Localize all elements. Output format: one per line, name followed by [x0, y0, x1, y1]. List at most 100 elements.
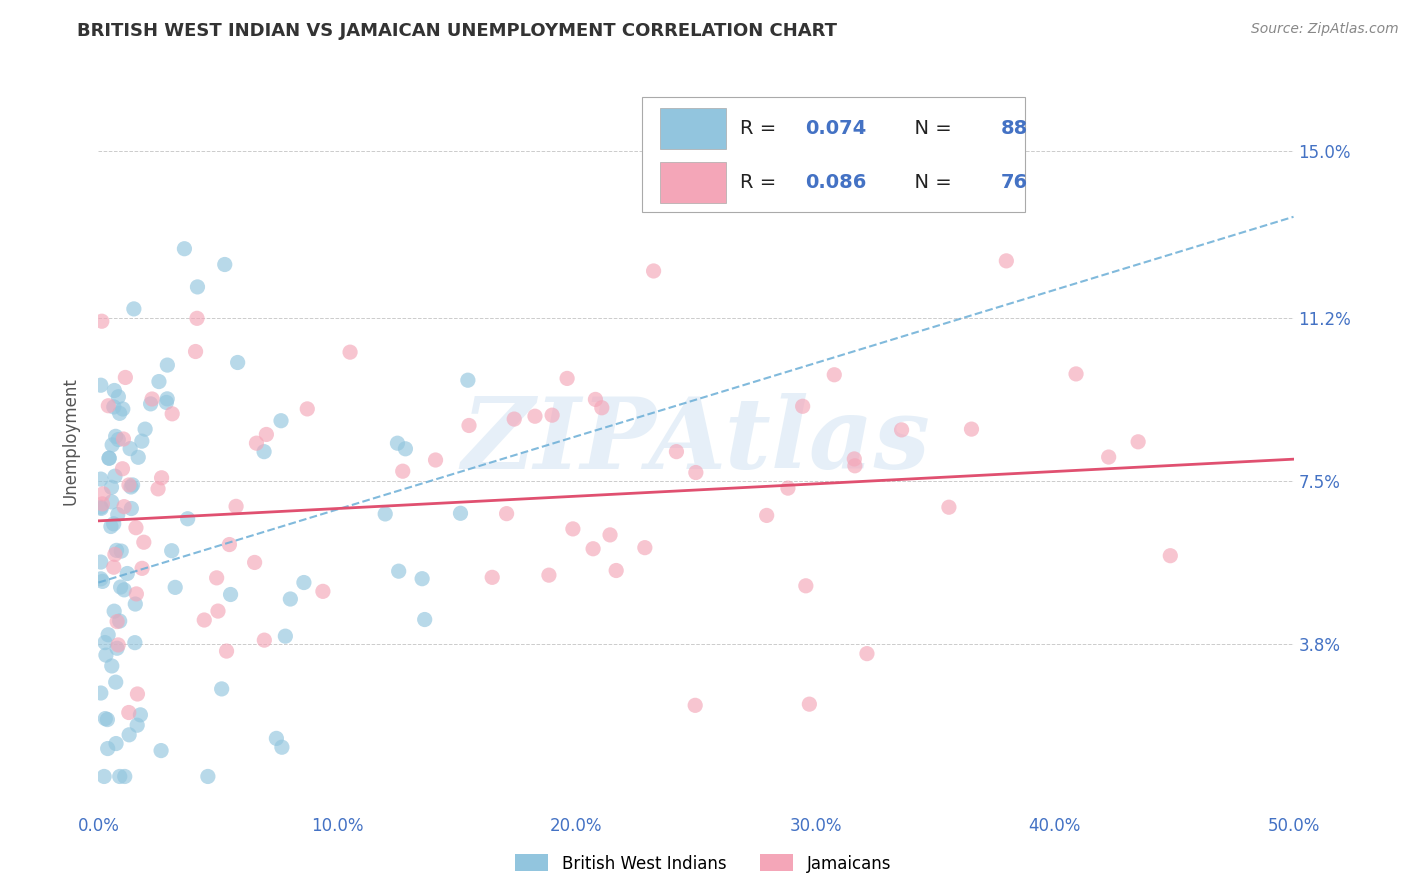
Point — [312, 584, 335, 599]
Text: ZIPAtlas: ZIPAtlas — [461, 393, 931, 490]
Point — [94, 712, 117, 726]
Point — [243, 556, 266, 570]
Point — [683, 698, 706, 713]
Point — [127, 718, 149, 732]
Point — [537, 568, 560, 582]
Point — [458, 418, 481, 433]
FancyBboxPatch shape — [661, 162, 725, 202]
Point — [103, 400, 125, 414]
Point — [97, 741, 120, 756]
Point — [103, 384, 125, 398]
Y-axis label: Unemployment: Unemployment — [62, 377, 80, 506]
Text: 88: 88 — [1001, 119, 1028, 138]
Point — [96, 713, 118, 727]
Point — [100, 519, 122, 533]
Point — [90, 378, 112, 392]
FancyBboxPatch shape — [661, 108, 725, 149]
Point — [495, 507, 517, 521]
Point — [388, 564, 411, 578]
Text: N =: N = — [901, 119, 957, 138]
Point — [205, 571, 228, 585]
Point — [890, 423, 912, 437]
Point — [110, 544, 132, 558]
Point — [122, 301, 145, 316]
Point — [118, 706, 141, 720]
Point — [457, 373, 479, 387]
Point — [107, 390, 129, 404]
Point — [297, 401, 319, 416]
Point — [105, 615, 128, 629]
Text: R =: R = — [740, 173, 783, 192]
Point — [394, 442, 416, 456]
Point — [938, 500, 960, 515]
Point — [634, 541, 657, 555]
Point — [450, 506, 472, 520]
Point — [90, 555, 112, 569]
Point — [270, 740, 292, 755]
Point — [103, 604, 125, 618]
Point — [215, 644, 238, 658]
Point — [176, 512, 198, 526]
Point — [211, 681, 233, 696]
Point — [582, 541, 605, 556]
Point — [292, 575, 315, 590]
Point — [1064, 367, 1087, 381]
Point — [411, 572, 433, 586]
Point — [755, 508, 778, 523]
Point — [112, 500, 135, 514]
Point — [114, 769, 136, 783]
Point — [155, 395, 177, 409]
Point — [97, 628, 120, 642]
Point — [129, 707, 152, 722]
Point — [413, 613, 436, 627]
Point — [555, 371, 578, 385]
Point — [104, 429, 127, 443]
Point — [665, 444, 688, 458]
Point — [1126, 434, 1149, 449]
Point — [134, 422, 156, 436]
Point — [111, 401, 134, 416]
Point — [643, 264, 665, 278]
Point — [90, 314, 112, 328]
Point — [90, 686, 112, 700]
Point — [107, 638, 129, 652]
Point — [150, 471, 173, 485]
Point — [91, 497, 114, 511]
Point — [131, 561, 153, 575]
Point — [120, 501, 142, 516]
Point — [960, 422, 983, 436]
Text: R =: R = — [740, 119, 783, 138]
Point — [599, 528, 621, 542]
Point — [193, 613, 215, 627]
Point — [856, 647, 879, 661]
Point — [90, 472, 112, 486]
Point — [583, 392, 606, 407]
Point — [150, 743, 173, 757]
Point — [120, 442, 142, 456]
Point — [110, 580, 132, 594]
Point — [245, 436, 267, 450]
Point — [98, 451, 121, 466]
Point — [139, 397, 162, 411]
Point — [1159, 549, 1181, 563]
Point — [685, 466, 707, 480]
Point — [184, 344, 207, 359]
Point — [219, 587, 242, 601]
Point — [523, 409, 546, 424]
Point — [107, 508, 129, 522]
Point — [799, 697, 821, 711]
FancyBboxPatch shape — [643, 97, 1025, 212]
Point — [160, 543, 183, 558]
Text: 0.074: 0.074 — [804, 119, 866, 138]
Point — [823, 368, 845, 382]
Text: 76: 76 — [1001, 173, 1028, 192]
Point — [108, 406, 131, 420]
Point — [1098, 450, 1121, 464]
Point — [605, 564, 627, 578]
Point — [117, 566, 139, 581]
Point — [125, 521, 148, 535]
Point — [132, 535, 155, 549]
Point — [270, 414, 292, 428]
Point — [141, 392, 163, 406]
Point — [503, 412, 526, 426]
